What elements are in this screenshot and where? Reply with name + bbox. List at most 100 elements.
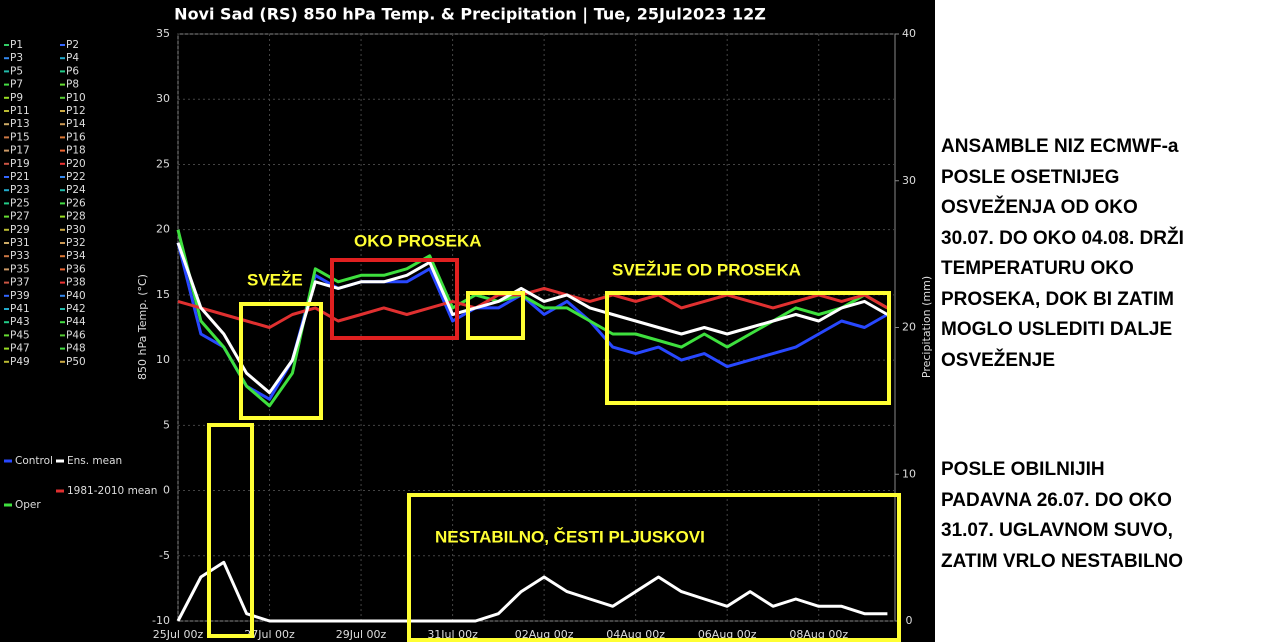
legend-label: P27 bbox=[10, 211, 30, 223]
note-line: OSVEŽENJE bbox=[941, 349, 1056, 371]
y-tick-label: 25 bbox=[156, 157, 170, 170]
legend-label: P7 bbox=[10, 79, 23, 91]
legend-label: P28 bbox=[66, 211, 86, 223]
y2-tick-label: 20 bbox=[902, 321, 916, 334]
legend-label: Control bbox=[15, 455, 53, 467]
annotation-boxes bbox=[207, 258, 901, 642]
note-line: OSVEŽENJA OD OKO bbox=[941, 197, 1138, 218]
box bbox=[239, 302, 323, 420]
x-tick-label: 31Jul 00z bbox=[427, 628, 478, 641]
y-tick-label: 20 bbox=[156, 223, 170, 236]
note-line: ANSAMBLE NIZ ECMWF-a bbox=[941, 136, 1179, 157]
legend-label: P19 bbox=[10, 158, 30, 170]
y-tick-label: 0 bbox=[163, 484, 170, 497]
legend-label: P3 bbox=[10, 52, 23, 64]
legend-label: P25 bbox=[10, 197, 30, 209]
note-line: ZATIM VRLO NESTABILNO bbox=[941, 550, 1184, 572]
legend-label: P21 bbox=[10, 171, 30, 183]
legend-label: P9 bbox=[10, 92, 23, 104]
legend-label: P49 bbox=[10, 356, 30, 368]
x-tick-label: 25Jul 00z bbox=[153, 628, 204, 641]
legend-label: P8 bbox=[66, 79, 79, 91]
legend-label: P31 bbox=[10, 237, 30, 249]
legend-label: P10 bbox=[66, 92, 86, 104]
note-line: PROSEKA, DOK BI ZATIM bbox=[941, 288, 1174, 310]
y2-tick-label: 10 bbox=[902, 467, 916, 480]
box bbox=[605, 291, 891, 405]
x-tick-label: 27Jul 00z bbox=[244, 628, 295, 641]
legend-label: P15 bbox=[10, 131, 30, 143]
legend-label: Ens. mean bbox=[67, 455, 122, 467]
box bbox=[330, 258, 459, 340]
note-line: PADAVNA 26.07. DO OKO bbox=[941, 489, 1172, 511]
box bbox=[466, 291, 525, 340]
plot-area bbox=[177, 33, 896, 622]
legend-label: P33 bbox=[10, 250, 30, 262]
series-line bbox=[176, 560, 888, 623]
y2-tick-label: 0 bbox=[906, 614, 913, 627]
legend-label: P23 bbox=[10, 184, 30, 196]
legend-label: P40 bbox=[66, 290, 86, 302]
chart-title: Novi Sad (RS) 850 hPa Temp. & Precipitat… bbox=[174, 5, 766, 25]
legend-label: Oper bbox=[15, 499, 41, 511]
x-tick-label: 02Aug 00z bbox=[515, 628, 574, 641]
legend-label: P44 bbox=[66, 316, 86, 328]
note-line: 31.07. UGLAVNOM SUVO, bbox=[941, 520, 1173, 541]
x-tick-label: 08Aug 00z bbox=[789, 628, 848, 641]
note-line: TEMPERATURU OKO bbox=[941, 258, 1134, 279]
x-tick-label: 04Aug 00z bbox=[606, 628, 665, 641]
legend-label: P34 bbox=[66, 250, 86, 262]
y-tick-label: -10 bbox=[152, 614, 170, 627]
box bbox=[207, 423, 254, 638]
legend-label: P48 bbox=[66, 343, 86, 355]
legend-label: P4 bbox=[66, 52, 79, 64]
box bbox=[407, 493, 901, 642]
legend-label: P37 bbox=[10, 277, 30, 289]
legend-label: P41 bbox=[10, 303, 30, 315]
legend-label: P20 bbox=[66, 158, 86, 170]
y-tick-label: 10 bbox=[156, 353, 170, 366]
y-axis-label: 850 hPa Temp. (°C) bbox=[136, 274, 149, 380]
note-precipitation: POSLE OBILNIJIH PADAVNA 26.07. DO OKO 31.0… bbox=[941, 455, 1271, 577]
y2-tick-label: 30 bbox=[902, 174, 916, 187]
legend-label: P32 bbox=[66, 237, 86, 249]
chart: Novi Sad (RS) 850 hPa Temp. & Precipitat… bbox=[0, 0, 935, 642]
series-line bbox=[176, 242, 889, 395]
legend-label: P13 bbox=[10, 118, 30, 130]
legend-label: P47 bbox=[10, 343, 30, 355]
annotation: SVEŽE bbox=[247, 270, 303, 289]
y-tick-label: 30 bbox=[156, 92, 170, 105]
legend-label: P14 bbox=[66, 118, 86, 130]
legend-label: P12 bbox=[66, 105, 86, 117]
note-line: POSLE OBILNIJIH bbox=[941, 459, 1105, 480]
legend-label: P29 bbox=[10, 224, 30, 236]
legend-label: P1 bbox=[10, 39, 23, 51]
y-tick-label: 35 bbox=[156, 27, 170, 40]
x-tick-label: 29Jul 00z bbox=[336, 628, 387, 641]
legend-label: P39 bbox=[10, 290, 30, 302]
legend-label: P46 bbox=[66, 329, 86, 341]
legend-label: P6 bbox=[66, 65, 79, 77]
annotation: OKO PROSEKA bbox=[354, 231, 482, 250]
legend-label: P38 bbox=[66, 277, 86, 289]
legend-label: P36 bbox=[66, 263, 86, 275]
legend-label: P22 bbox=[66, 171, 86, 183]
y-tick-label: 15 bbox=[156, 288, 170, 301]
legend-label: P30 bbox=[66, 224, 86, 236]
legend-label: 1981-2010 mean bbox=[67, 485, 157, 497]
legend-label: P2 bbox=[66, 39, 79, 51]
legend-label: P35 bbox=[10, 263, 30, 275]
series-line bbox=[177, 286, 889, 329]
y2-axis-label: Precipitation (mm) bbox=[920, 276, 933, 378]
note-line: MOGLO USLEDITI DALJE bbox=[941, 319, 1173, 340]
legend-label: P16 bbox=[66, 131, 86, 143]
y-tick-label: -5 bbox=[159, 549, 170, 562]
legend-label: P42 bbox=[66, 303, 86, 315]
annotation: NESTABILNO, ČESTI PLJUSKOVI bbox=[435, 527, 705, 546]
legend-label: P50 bbox=[66, 356, 86, 368]
annotation: SVEŽIJE OD PROSEKA bbox=[612, 260, 801, 279]
legend-label: P18 bbox=[66, 145, 86, 157]
legend-label: P24 bbox=[66, 184, 86, 196]
y-tick-label: 5 bbox=[163, 418, 170, 431]
